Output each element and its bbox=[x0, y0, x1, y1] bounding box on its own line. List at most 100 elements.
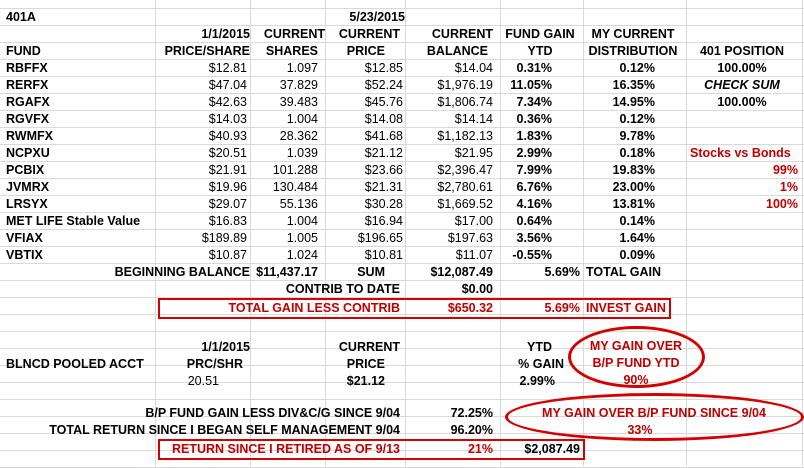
fund-gain-ytd[interactable]: 3.56% bbox=[516, 231, 552, 245]
check-sum-value[interactable]: 100.00% bbox=[717, 95, 767, 109]
start-price[interactable]: $29.07 bbox=[208, 197, 247, 211]
header-distribution[interactable]: DISTRIBUTION bbox=[588, 44, 678, 58]
position-total[interactable]: 100.00% bbox=[717, 61, 767, 75]
check-sum-label[interactable]: CHECK SUM bbox=[704, 78, 780, 92]
shares[interactable]: 1.004 bbox=[286, 214, 318, 228]
fund-name[interactable]: LRSYX bbox=[6, 197, 48, 211]
fund-name[interactable]: NCPXU bbox=[6, 146, 50, 160]
pooled-date[interactable]: 1/1/2015 bbox=[201, 340, 250, 354]
distribution[interactable]: 19.83% bbox=[612, 163, 655, 177]
shares[interactable]: 1.039 bbox=[286, 146, 318, 160]
beginning-balance-value[interactable]: $11,437.17 bbox=[256, 265, 318, 279]
pooled-price[interactable]: PRICE bbox=[346, 357, 385, 371]
header-price-share[interactable]: PRICE/SHARE bbox=[164, 44, 250, 58]
header-price[interactable]: PRICE bbox=[346, 44, 385, 58]
pooled-current[interactable]: CURRENT bbox=[338, 340, 400, 354]
invest-gain-label[interactable]: INVEST GAIN bbox=[586, 301, 666, 315]
start-price[interactable]: $19.96 bbox=[208, 180, 247, 194]
pooled-prc-shr[interactable]: PRC/SHR bbox=[186, 357, 243, 371]
distribution[interactable]: 23.00% bbox=[612, 180, 655, 194]
shares[interactable]: 28.362 bbox=[279, 129, 318, 143]
fund-gain-ytd[interactable]: 6.76% bbox=[516, 180, 552, 194]
sum-label[interactable]: SUM bbox=[357, 265, 385, 279]
start-price[interactable]: $10.87 bbox=[208, 248, 247, 262]
current-balance[interactable]: $1,182.13 bbox=[437, 129, 493, 143]
distribution[interactable]: 16.35% bbox=[612, 78, 655, 92]
fund-gain-ytd[interactable]: 4.16% bbox=[516, 197, 552, 211]
pooled-pct-gain[interactable]: % GAIN bbox=[518, 357, 564, 371]
total-return-value[interactable]: 96.20% bbox=[450, 423, 493, 437]
current-balance[interactable]: $2,780.61 bbox=[437, 180, 493, 194]
retired-return-pct[interactable]: 21% bbox=[467, 442, 493, 456]
fund-name[interactable]: VBTIX bbox=[6, 248, 43, 262]
fund-name[interactable]: VFIAX bbox=[6, 231, 43, 245]
stocks-pct[interactable]: 99% bbox=[772, 163, 798, 177]
distribution[interactable]: 14.95% bbox=[612, 95, 655, 109]
header-fund[interactable]: FUND bbox=[6, 44, 41, 58]
bp-fund-gain-label[interactable]: B/P FUND GAIN LESS DIV&C/G SINCE 9/04 bbox=[145, 406, 400, 420]
current-price[interactable]: $45.76 bbox=[364, 95, 403, 109]
header-current-price[interactable]: CURRENT bbox=[338, 27, 400, 41]
total-return-label[interactable]: TOTAL RETURN SINCE I BEGAN SELF MANAGEME… bbox=[49, 423, 400, 437]
pooled-ytd[interactable]: YTD bbox=[527, 340, 552, 354]
beginning-balance-label[interactable]: BEGINNING BALANCE bbox=[114, 265, 250, 279]
header-current-balance[interactable]: CURRENT bbox=[431, 27, 493, 41]
fund-name[interactable]: PCBIX bbox=[6, 163, 45, 177]
sum-value[interactable]: $12,087.49 bbox=[430, 265, 493, 279]
shares[interactable]: 1.005 bbox=[286, 231, 318, 245]
stocks-bonds-total-pct[interactable]: 100% bbox=[766, 197, 798, 211]
current-price[interactable]: $21.31 bbox=[364, 180, 403, 194]
shares[interactable]: 39.483 bbox=[279, 95, 318, 109]
current-balance[interactable]: $197.63 bbox=[447, 231, 493, 245]
oval2-value[interactable]: 33% bbox=[627, 423, 653, 437]
header-balance[interactable]: BALANCE bbox=[426, 44, 488, 58]
pooled-gain-value[interactable]: 2.99% bbox=[519, 374, 555, 388]
current-price[interactable]: $21.12 bbox=[364, 146, 403, 160]
current-price[interactable]: $52.24 bbox=[364, 78, 403, 92]
current-balance[interactable]: $1,806.74 bbox=[437, 95, 493, 109]
start-price[interactable]: $14.03 bbox=[208, 112, 247, 126]
retired-return-value[interactable]: $2,087.49 bbox=[524, 442, 580, 456]
bp-fund-gain-value[interactable]: 72.25% bbox=[450, 406, 493, 420]
current-balance[interactable]: $11.07 bbox=[455, 248, 493, 262]
start-price[interactable]: $40.93 bbox=[208, 129, 247, 143]
total-gain-label[interactable]: TOTAL GAIN bbox=[586, 265, 661, 279]
header-current-shares[interactable]: CURRENT bbox=[263, 27, 325, 41]
distribution[interactable]: 13.81% bbox=[612, 197, 655, 211]
fund-gain-ytd[interactable]: 7.34% bbox=[516, 95, 552, 109]
current-balance[interactable]: $14.14 bbox=[454, 112, 493, 126]
retired-return-label[interactable]: RETURN SINCE I RETIRED AS OF 9/13 bbox=[171, 442, 400, 456]
shares[interactable]: 1.004 bbox=[286, 112, 318, 126]
header-start-date[interactable]: 1/1/2015 bbox=[201, 27, 250, 41]
oval-line1[interactable]: MY GAIN OVER bbox=[589, 339, 683, 353]
total-gain-less-contrib-value[interactable]: $650.32 bbox=[447, 301, 493, 315]
bonds-pct[interactable]: 1% bbox=[779, 180, 798, 194]
fund-name[interactable]: JVMRX bbox=[6, 180, 50, 194]
shares[interactable]: 37.829 bbox=[279, 78, 318, 92]
current-price[interactable]: $12.85 bbox=[364, 61, 403, 75]
distribution[interactable]: 0.12% bbox=[619, 112, 655, 126]
fund-name[interactable]: RGAFX bbox=[6, 95, 50, 109]
current-balance[interactable]: $14.04 bbox=[454, 61, 493, 75]
fund-gain-ytd[interactable]: 2.99% bbox=[516, 146, 552, 160]
shares[interactable]: 101.288 bbox=[272, 163, 318, 177]
fund-gain-ytd[interactable]: 11.05% bbox=[510, 78, 552, 92]
current-price[interactable]: $41.68 bbox=[364, 129, 403, 143]
current-price[interactable]: $196.65 bbox=[357, 231, 403, 245]
fund-name[interactable]: RERFX bbox=[6, 78, 49, 92]
current-balance[interactable]: $2,396.47 bbox=[437, 163, 493, 177]
sum-pct[interactable]: 5.69% bbox=[544, 265, 580, 279]
current-price[interactable]: $14.08 bbox=[364, 112, 403, 126]
distribution[interactable]: 1.64% bbox=[619, 231, 655, 245]
oval-line2[interactable]: B/P FUND YTD bbox=[592, 356, 680, 370]
invest-gain-pct[interactable]: 5.69% bbox=[544, 301, 580, 315]
shares[interactable]: 1.024 bbox=[286, 248, 318, 262]
header-401-position[interactable]: 401 POSITION bbox=[699, 44, 785, 58]
fund-gain-ytd[interactable]: 1.83% bbox=[516, 129, 552, 143]
current-price[interactable]: $23.66 bbox=[364, 163, 403, 177]
fund-gain-ytd[interactable]: 0.31% bbox=[516, 61, 552, 75]
current-balance[interactable]: $1,976.19 bbox=[437, 78, 493, 92]
shares[interactable]: 130.484 bbox=[272, 180, 318, 194]
start-price[interactable]: $47.04 bbox=[208, 78, 247, 92]
start-price[interactable]: $42.63 bbox=[208, 95, 247, 109]
